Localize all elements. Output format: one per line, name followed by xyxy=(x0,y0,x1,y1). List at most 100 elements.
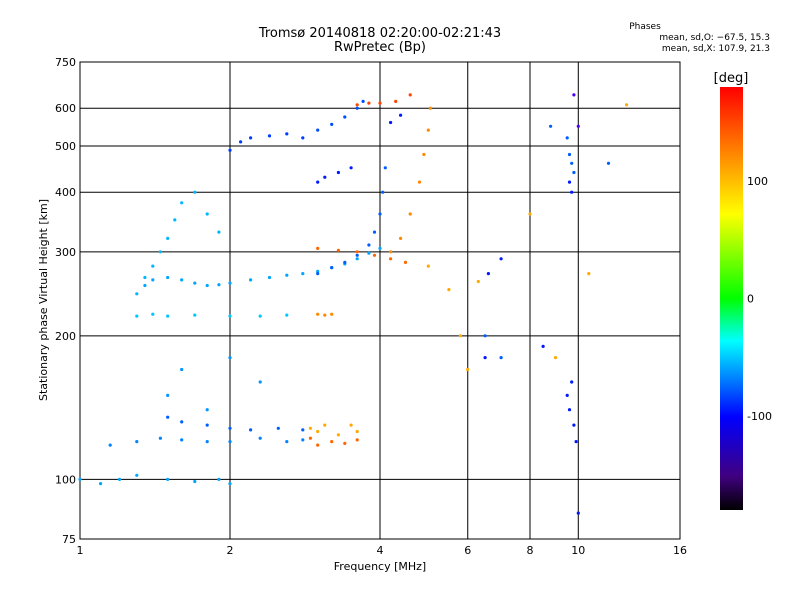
echo-point xyxy=(355,429,359,434)
echo-point xyxy=(399,113,403,117)
echo-point xyxy=(399,236,403,240)
echo-point xyxy=(378,212,382,216)
echo-point xyxy=(576,124,580,128)
echo-point xyxy=(99,482,103,486)
echo-point xyxy=(180,420,184,424)
echo-point xyxy=(422,152,426,157)
echo-point xyxy=(217,477,221,481)
echo-point xyxy=(143,275,147,280)
echo-point xyxy=(258,436,262,440)
echo-point xyxy=(367,251,371,255)
echo-point xyxy=(285,273,289,277)
echo-point xyxy=(228,356,232,360)
grid-lines xyxy=(80,62,680,539)
echo-point xyxy=(135,440,139,444)
echo-point xyxy=(565,136,569,140)
stats-title: Phases xyxy=(629,22,661,32)
echo-point xyxy=(336,433,340,437)
echo-point xyxy=(408,93,412,97)
echo-point xyxy=(355,253,359,257)
y-tick-label: 300 xyxy=(55,246,76,259)
echo-point xyxy=(316,312,320,316)
y-axis-label: Stationary phase Virtual Height [km] xyxy=(37,199,50,401)
echo-point xyxy=(576,511,580,515)
echo-point xyxy=(228,426,232,430)
echo-point xyxy=(499,257,503,261)
echo-point xyxy=(267,134,272,138)
echo-point xyxy=(228,482,232,486)
echo-point xyxy=(323,423,327,427)
echo-point xyxy=(316,269,320,273)
echo-point xyxy=(193,281,197,285)
echo-point xyxy=(466,367,470,372)
echo-point xyxy=(389,120,393,125)
y-tick-label: 750 xyxy=(55,56,76,69)
echo-point xyxy=(166,393,170,397)
echo-point xyxy=(205,408,209,412)
echo-point xyxy=(228,314,232,318)
data-points xyxy=(78,93,629,515)
chart-title: Tromsø 20140818 02:20:00-02:21:43 xyxy=(258,26,502,41)
stats-o-line: mean, sd,O: −67.5, 15.3 xyxy=(659,33,770,43)
echo-point xyxy=(323,313,327,317)
echo-point xyxy=(316,246,320,250)
echo-point xyxy=(151,264,155,268)
echo-point xyxy=(394,99,398,103)
echo-point xyxy=(323,175,327,179)
echo-point xyxy=(117,477,122,481)
echo-point xyxy=(336,248,340,252)
echo-point xyxy=(483,356,487,360)
echo-point xyxy=(355,257,359,261)
echo-point xyxy=(135,292,139,296)
echo-point xyxy=(205,283,209,288)
echo-point xyxy=(349,423,353,427)
echo-point xyxy=(205,423,209,427)
echo-point xyxy=(378,101,382,105)
echo-point xyxy=(108,443,112,447)
echo-point xyxy=(381,190,385,194)
echo-point xyxy=(567,180,572,184)
echo-point xyxy=(166,236,170,240)
colorbar xyxy=(720,87,743,510)
echo-point xyxy=(367,101,371,105)
echo-point xyxy=(285,440,289,444)
echo-point xyxy=(308,436,312,440)
chart-subtitle: RwPretec (Bp) xyxy=(333,40,427,55)
echo-point xyxy=(258,380,262,384)
echo-point xyxy=(486,272,490,276)
echo-point xyxy=(625,103,629,107)
echo-point xyxy=(228,281,232,285)
echo-point xyxy=(483,334,487,338)
echo-point xyxy=(355,438,359,442)
echo-point xyxy=(193,190,197,194)
echo-point xyxy=(372,253,377,257)
echo-point xyxy=(372,230,377,234)
echo-point xyxy=(301,272,305,276)
echo-point xyxy=(180,438,184,442)
x-tick-label: 16 xyxy=(673,544,687,557)
echo-point xyxy=(205,212,209,216)
echo-point xyxy=(355,250,359,254)
echo-point xyxy=(403,260,408,264)
x-tick-label: 2 xyxy=(227,544,234,557)
echo-point xyxy=(330,122,334,126)
echo-point xyxy=(158,436,162,440)
echo-point xyxy=(606,161,611,165)
y-tick-label: 75 xyxy=(62,533,76,546)
y-axis-ticks: 75 100 200 300 400 500 600 750 xyxy=(55,56,76,546)
echo-point xyxy=(553,356,558,360)
echo-point xyxy=(166,415,170,419)
echo-point xyxy=(574,440,578,444)
echo-point xyxy=(151,278,155,282)
echo-point xyxy=(193,313,197,317)
echo-point xyxy=(301,136,305,140)
echo-point xyxy=(499,356,503,360)
y-tick-label: 200 xyxy=(55,330,76,343)
y-tick-label: 100 xyxy=(55,473,76,486)
y-tick-label: 400 xyxy=(55,186,76,199)
y-tick-label: 600 xyxy=(55,102,76,115)
echo-point xyxy=(426,128,430,132)
x-tick-label: 6 xyxy=(464,544,471,557)
echo-point xyxy=(301,438,305,442)
echo-point xyxy=(389,257,393,261)
